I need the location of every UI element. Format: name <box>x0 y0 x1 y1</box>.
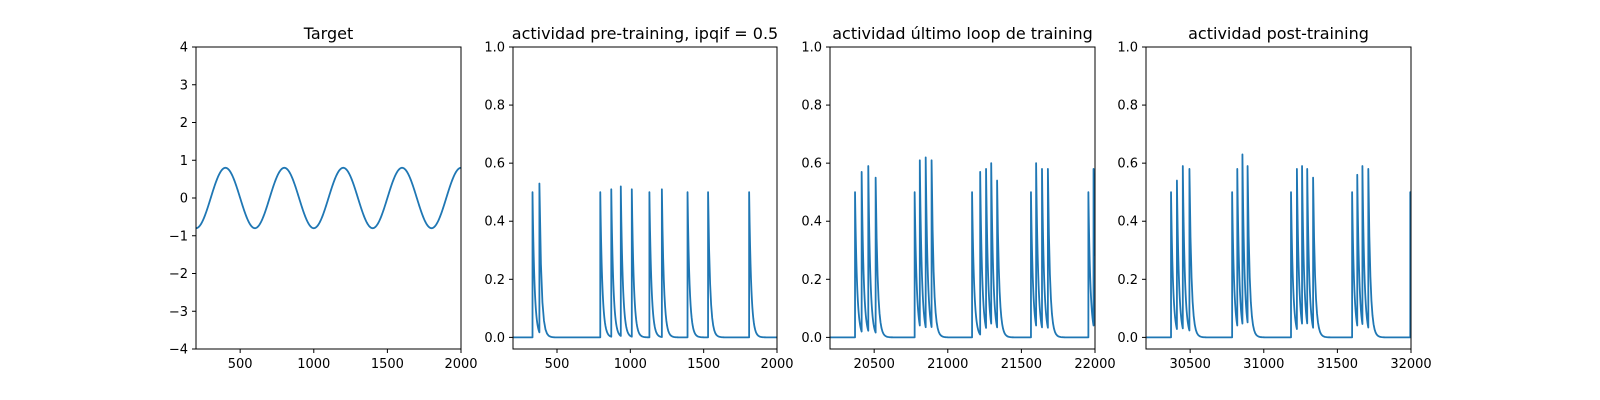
y-tick-label: 0.0 <box>484 331 505 346</box>
y-tick-label: 0.8 <box>1117 99 1138 114</box>
y-tick-label: −1 <box>169 229 188 244</box>
y-tick-label: 0.6 <box>484 157 505 172</box>
y-tick-label: 0.2 <box>1117 273 1138 288</box>
subplot-1: 500 1000 1500 2000 −4 −3 −2 −1 0 1 2 3 4 Target <box>169 24 478 372</box>
series-line-2-1 <box>513 182 777 339</box>
y-tick-label: −2 <box>169 267 188 282</box>
y-tick-label: −3 <box>169 305 188 320</box>
y-tick-label: 0.6 <box>1117 157 1138 172</box>
subplot-title: actividad último loop de training <box>832 24 1093 43</box>
x-tick-label: 1500 <box>371 357 404 372</box>
x-tick-label: 30500 <box>1169 357 1210 372</box>
series-line-3-1 <box>830 156 1095 339</box>
y-tick-label: 0.6 <box>801 157 822 172</box>
y-tick-label: 1.0 <box>484 41 505 56</box>
x-tick-label: 22000 <box>1074 357 1115 372</box>
x-tick-label: 500 <box>228 357 253 372</box>
subplot-title: actividad pre-training, ipqif = 0.5 <box>512 24 778 43</box>
x-tick-label: 1000 <box>297 357 330 372</box>
y-tick-label: 0 <box>180 192 188 207</box>
y-tick-label: 3 <box>180 78 188 93</box>
x-tick-label: 2000 <box>444 357 477 372</box>
series-line-1-1 <box>196 166 461 230</box>
y-tick-label: 0.2 <box>801 273 822 288</box>
axes-frame <box>512 46 778 350</box>
x-tick-label: 31000 <box>1243 357 1284 372</box>
y-tick-label: 0.0 <box>1117 331 1138 346</box>
x-tick-label: 1500 <box>687 357 720 372</box>
y-tick-label: 0.4 <box>484 215 505 230</box>
subplot-title: actividad post-training <box>1188 24 1369 43</box>
x-tick-label: 21000 <box>927 357 968 372</box>
axes-frame <box>1145 46 1412 350</box>
x-tick-label: 1000 <box>614 357 647 372</box>
y-tick-label: −4 <box>169 343 188 358</box>
axes-frame <box>829 46 1096 350</box>
y-tick-label: 0.4 <box>1117 215 1138 230</box>
subplot-2: 500 1000 1500 2000 0.0 0.2 0.4 0.6 0.8 1.0 activid… <box>484 24 793 372</box>
subplot-title: Target <box>303 24 354 43</box>
y-tick-label: 0.0 <box>801 331 822 346</box>
subplots: 500 1000 1500 2000 −4 −3 −2 −1 0 1 2 3 4 Target 500 100… <box>169 24 1432 372</box>
y-tick-label: 0.4 <box>801 215 822 230</box>
x-tick-label: 20500 <box>853 357 894 372</box>
y-tick-label: 0.2 <box>484 273 505 288</box>
y-tick-label: 1 <box>180 154 188 169</box>
y-tick-label: 0.8 <box>484 99 505 114</box>
subplot-4: 30500 31000 31500 32000 0.0 0.2 0.4 0.6 0.8 1.0 ac… <box>1117 24 1431 372</box>
y-tick-label: 2 <box>180 116 188 131</box>
x-tick-label: 21500 <box>1001 357 1042 372</box>
series-line-4-1 <box>1146 153 1411 339</box>
x-tick-label: 32000 <box>1390 357 1431 372</box>
subplot-3: 20500 21000 21500 22000 0.0 0.2 0.4 0.6 0.8 1.0 ac… <box>801 24 1115 372</box>
x-tick-label: 31500 <box>1317 357 1358 372</box>
x-tick-label: 2000 <box>760 357 793 372</box>
x-tick-label: 500 <box>545 357 570 372</box>
y-tick-label: 4 <box>180 41 188 56</box>
y-tick-label: 0.8 <box>801 99 822 114</box>
y-tick-label: 1.0 <box>1117 41 1138 56</box>
y-tick-label: 1.0 <box>801 41 822 56</box>
